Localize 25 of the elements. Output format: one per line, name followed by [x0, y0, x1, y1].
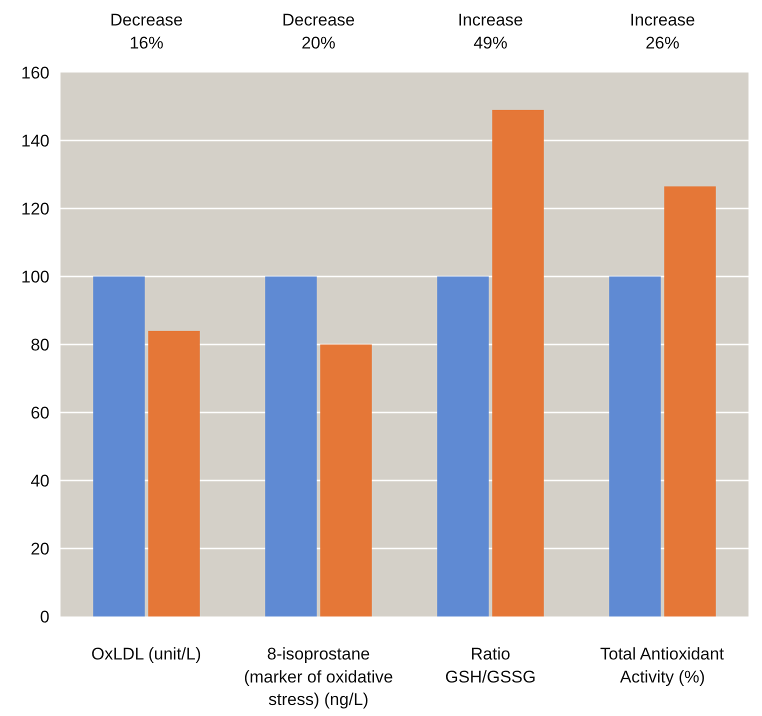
text: Increase 26%	[630, 10, 696, 52]
bar	[609, 276, 661, 616]
bar	[664, 186, 716, 616]
y-tick-label: 80	[30, 336, 50, 354]
y-tick-label: 40	[30, 472, 50, 490]
text: Increase 49%	[458, 10, 524, 52]
y-tick-label: 160	[21, 64, 50, 82]
x-tick-label: 8-isoprostane (marker of oxidative stress) (ng/L)	[244, 644, 394, 710]
y-tick-label: 120	[21, 200, 50, 218]
bar	[492, 110, 544, 616]
bar	[265, 276, 317, 616]
text: Decrease 20%	[282, 10, 355, 52]
bar	[148, 330, 200, 616]
y-tick-label: 0	[40, 608, 50, 626]
bar	[93, 276, 145, 616]
text: Decrease 16%	[110, 10, 183, 52]
y-tick-label: 60	[30, 404, 50, 422]
bar	[320, 344, 372, 616]
y-tick-label: 140	[21, 132, 50, 150]
x-tick-label: Ratio GSH/GSSG	[445, 644, 536, 686]
y-tick-label: 100	[21, 268, 50, 286]
y-tick-label: 20	[30, 540, 50, 558]
x-tick-label: OxLDL (unit/L)	[91, 644, 202, 664]
x-tick-label: Total Antioxidant Activity (%)	[600, 644, 724, 686]
bar	[437, 276, 489, 616]
